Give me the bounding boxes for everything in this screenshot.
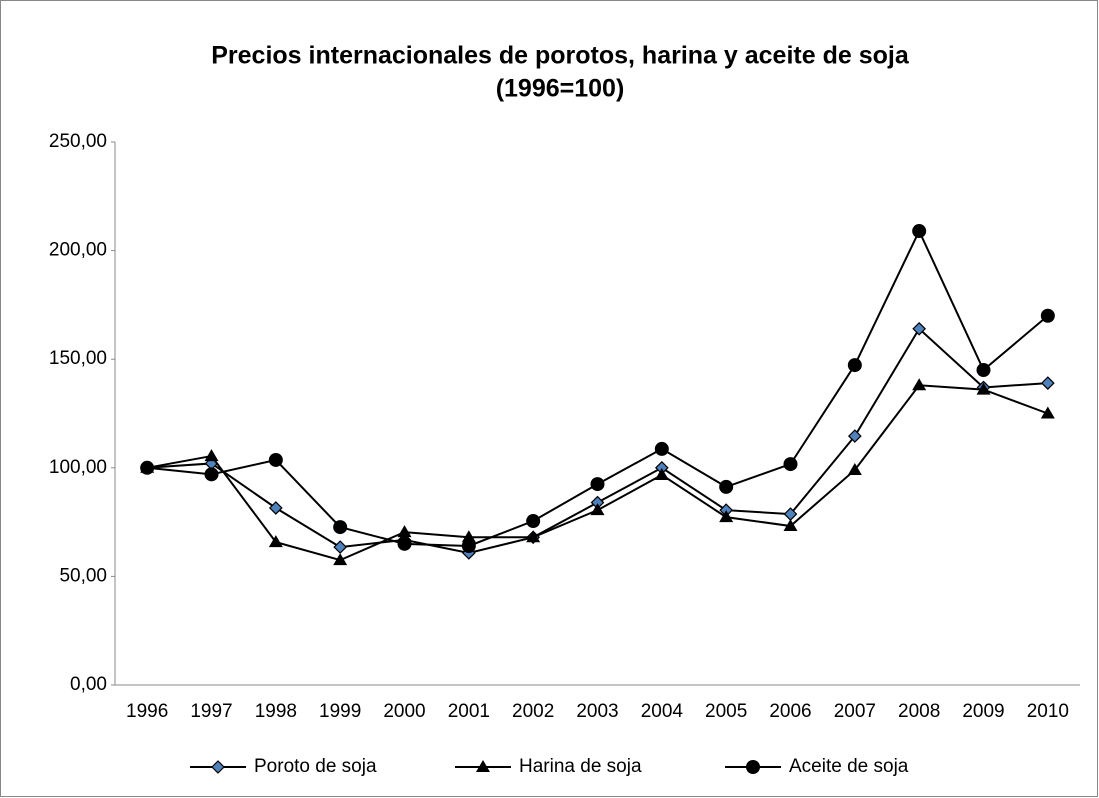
marker (140, 460, 155, 475)
marker (654, 467, 669, 480)
marker (526, 514, 541, 529)
marker (847, 429, 862, 443)
legend-label: Aceite de soja (789, 756, 909, 777)
x-tick-label: 2000 (383, 701, 425, 722)
marker (847, 358, 862, 373)
marker (719, 510, 734, 523)
y-tick-label: 200,00 (49, 240, 107, 261)
marker (719, 479, 734, 494)
marker (746, 760, 760, 774)
marker (526, 530, 541, 543)
marker (912, 321, 927, 336)
marker (654, 441, 669, 456)
x-tick-label: 2009 (962, 701, 1004, 722)
chart-title: Precios internacionales de porotos, hari… (211, 42, 910, 70)
x-tick-label: 1999 (319, 701, 361, 722)
x-tick-label: 2001 (448, 701, 490, 722)
y-tick-label: 150,00 (49, 348, 107, 369)
x-tick-label: 2003 (576, 701, 618, 722)
x-tick-label: 2002 (512, 701, 554, 722)
marker (590, 503, 605, 516)
marker (268, 501, 283, 515)
marker (204, 467, 219, 482)
chart-subtitle: (1996=100) (496, 75, 625, 103)
marker (268, 535, 283, 548)
x-tick-label: 1997 (190, 701, 232, 722)
x-tick-label: 2005 (705, 701, 747, 722)
y-tick-label: 0,00 (70, 674, 107, 695)
x-tick-label: 1998 (255, 701, 297, 722)
legend-label: Harina de soja (519, 756, 642, 777)
marker (976, 363, 991, 378)
marker (590, 477, 605, 492)
marker (912, 224, 927, 239)
x-tick-label: 2006 (769, 701, 811, 722)
marker (333, 520, 348, 535)
x-tick-label: 1996 (126, 701, 168, 722)
x-tick-label: 2008 (898, 701, 940, 722)
marker (847, 462, 862, 475)
marker (1040, 406, 1055, 419)
y-tick-label: 50,00 (59, 565, 107, 586)
marker (397, 525, 412, 538)
marker (912, 378, 927, 391)
marker (397, 536, 412, 551)
marker (268, 452, 283, 467)
x-tick-label: 2010 (1027, 701, 1069, 722)
marker (1040, 308, 1055, 323)
x-tick-label: 2004 (641, 701, 684, 722)
marker (461, 530, 476, 543)
marker (461, 538, 476, 553)
legend-label: Poroto de soja (254, 756, 377, 777)
marker (783, 519, 798, 532)
y-tick-label: 250,00 (49, 131, 107, 152)
y-tick-label: 100,00 (49, 457, 107, 478)
marker (204, 449, 219, 462)
marker (1040, 376, 1055, 390)
marker (476, 760, 490, 772)
marker (333, 540, 348, 554)
marker (783, 457, 798, 472)
marker (333, 553, 348, 566)
x-tick-label: 2007 (834, 701, 876, 722)
marker (976, 382, 991, 395)
marker (211, 760, 225, 774)
